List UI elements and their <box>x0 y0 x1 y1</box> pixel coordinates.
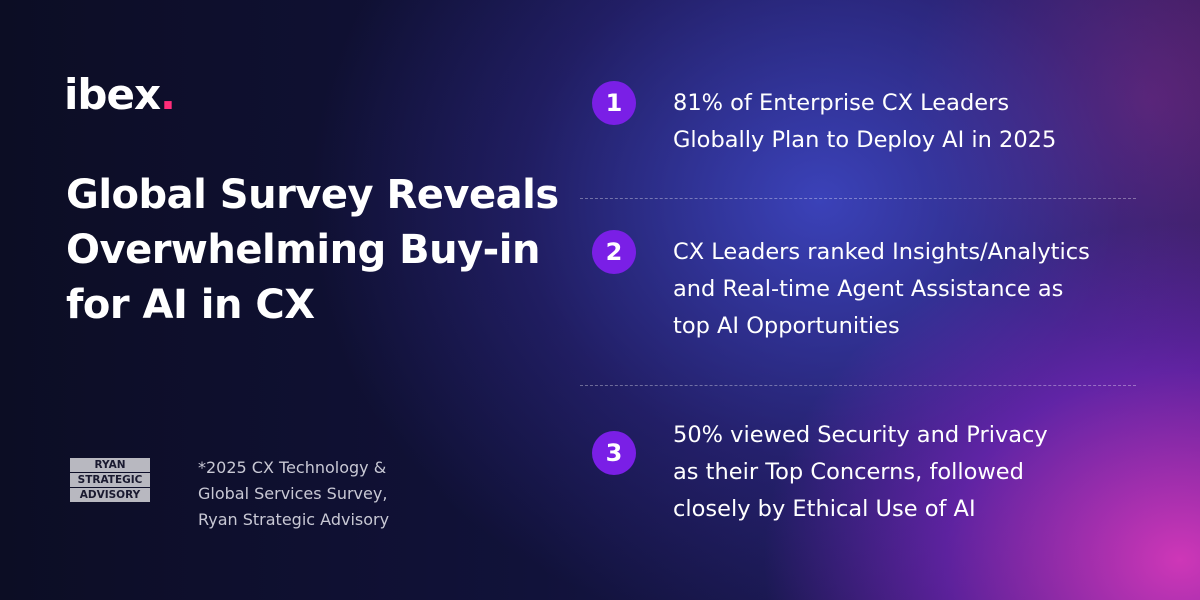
headline-line: Global Survey Reveals <box>66 172 559 218</box>
item-number: 2 <box>592 230 636 274</box>
partner-logo-line: ADVISORY <box>70 488 150 502</box>
partner-logo: RYAN STRATEGIC ADVISORY <box>70 458 150 503</box>
headline-line: for AI in CX <box>66 282 315 328</box>
headline-line: Overwhelming Buy-in <box>66 227 540 273</box>
partner-logo-line: STRATEGIC <box>70 473 150 487</box>
logo-dot: . <box>160 70 176 119</box>
item-text: 50% viewed Security and Privacy as their … <box>673 417 1048 528</box>
separator <box>580 198 1136 199</box>
item-line: top AI Opportunities <box>673 313 900 339</box>
item-line: and Real-time Agent Assistance as <box>673 276 1064 302</box>
separator <box>580 385 1136 386</box>
logo: ibex. <box>64 70 176 119</box>
headline: Global Survey Reveals Overwhelming Buy-i… <box>66 168 559 333</box>
footnote-line: Global Services Survey, <box>198 484 388 503</box>
item-line: 81% of Enterprise CX Leaders <box>673 90 1010 116</box>
footnote-line: Ryan Strategic Advisory <box>198 510 390 529</box>
item-text: 81% of Enterprise CX Leaders Globally Pla… <box>673 85 1056 159</box>
item-line: 50% viewed Security and Privacy <box>673 422 1048 448</box>
footnote: *2025 CX Technology & Global Services Su… <box>198 455 389 533</box>
item-line: closely by Ethical Use of AI <box>673 496 976 522</box>
item-line: as their Top Concerns, followed <box>673 459 1024 485</box>
footnote-line: *2025 CX Technology & <box>198 458 387 477</box>
item-number: 3 <box>592 431 636 475</box>
item-line: Globally Plan to Deploy AI in 2025 <box>673 127 1057 153</box>
item-text: CX Leaders ranked Insights/Analytics and … <box>673 234 1090 345</box>
partner-logo-line: RYAN <box>70 458 150 472</box>
item-line: CX Leaders ranked Insights/Analytics <box>673 239 1090 265</box>
logo-text: ibex <box>64 70 161 119</box>
item-number: 1 <box>592 81 636 125</box>
